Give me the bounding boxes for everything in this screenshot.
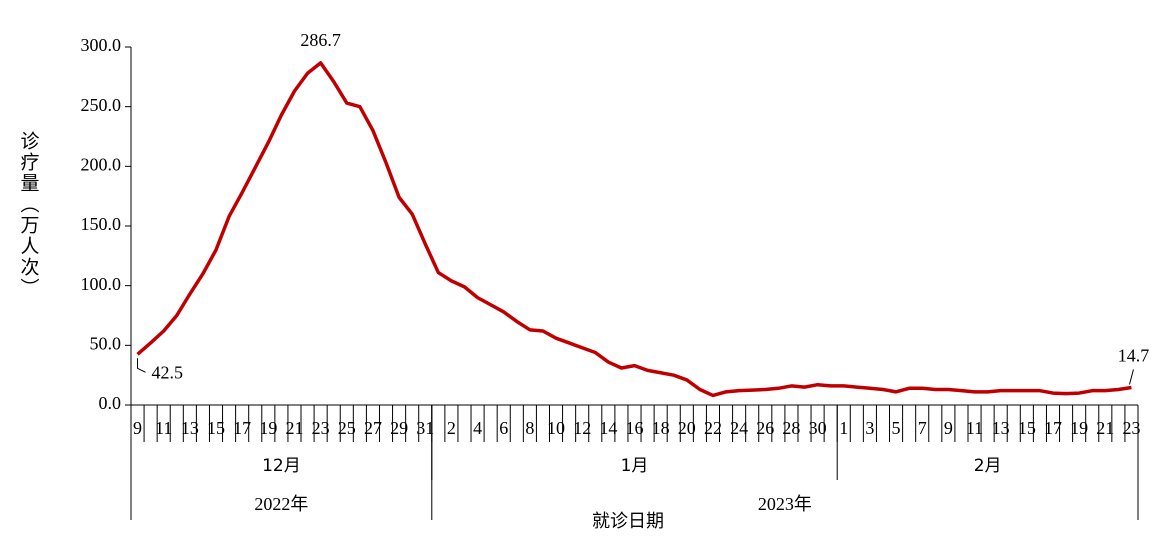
y-tick-label: 200.0 xyxy=(81,154,122,174)
data-label: 14.7 xyxy=(1118,346,1150,366)
x-tick-label: 6 xyxy=(499,418,508,438)
x-tick-label: 12 xyxy=(573,418,591,438)
x-tick-label: 7 xyxy=(918,418,927,438)
x-tick-label: 5 xyxy=(892,418,901,438)
x-tick-label: 15 xyxy=(207,418,225,438)
x-tick-label: 2 xyxy=(447,418,456,438)
x-tick-label: 23 xyxy=(312,418,330,438)
x-tick-label: 8 xyxy=(525,418,534,438)
x-tick-label: 16 xyxy=(626,418,644,438)
x-tick-label: 20 xyxy=(678,418,696,438)
x-tick-label: 13 xyxy=(992,418,1010,438)
x-tick-label: 29 xyxy=(390,418,408,438)
x-tick-label: 9 xyxy=(944,418,953,438)
x-tick-label: 24 xyxy=(730,418,748,438)
x-axis-title: 就诊日期 xyxy=(592,511,664,532)
leader-line xyxy=(137,358,146,373)
x-tick-label: 31 xyxy=(416,418,434,438)
x-tick-label: 27 xyxy=(364,418,382,438)
x-tick-label: 28 xyxy=(782,418,800,438)
x-tick-label: 25 xyxy=(338,418,356,438)
y-tick-label: 150.0 xyxy=(81,214,122,234)
x-tick-label: 13 xyxy=(181,418,199,438)
x-tick-label: 11 xyxy=(966,418,983,438)
y-tick-label: 50.0 xyxy=(90,333,122,353)
x-tick-label: 19 xyxy=(259,418,277,438)
y-axis-title: 诊疗量（万人次） xyxy=(18,131,40,299)
x-tick-label: 19 xyxy=(1070,418,1088,438)
x-tick-label: 1 xyxy=(839,418,848,438)
y-tick-label: 300.0 xyxy=(81,35,122,55)
leader-line xyxy=(1128,369,1134,385)
line xyxy=(136,61,1132,398)
x-tick-label: 18 xyxy=(652,418,670,438)
month-label: 2月 xyxy=(974,456,1002,476)
month-label: 12月 xyxy=(262,456,301,476)
x-tick-label: 14 xyxy=(599,418,617,438)
data-label: 286.7 xyxy=(300,30,341,50)
x-tick-label: 22 xyxy=(704,418,722,438)
x-tick-label: 21 xyxy=(285,418,303,438)
x-tick-label: 9 xyxy=(133,418,142,438)
y-tick-label: 100.0 xyxy=(81,274,122,294)
year-label: 2023年 xyxy=(758,494,812,514)
x-tick-label: 23 xyxy=(1122,418,1140,438)
x-tick-label: 11 xyxy=(155,418,172,438)
x-tick-label: 30 xyxy=(809,418,827,438)
x-tick-label: 17 xyxy=(233,418,251,438)
month-label: 1月 xyxy=(621,456,649,476)
y-tick-label: 0.0 xyxy=(99,393,122,413)
year-label: 2022年 xyxy=(254,494,308,514)
x-tick-label: 10 xyxy=(547,418,565,438)
x-tick-label: 15 xyxy=(1018,418,1036,438)
data-label: 42.5 xyxy=(152,362,184,382)
x-tick-label: 4 xyxy=(473,418,482,438)
x-tick-label: 26 xyxy=(756,418,774,438)
x-tick-label: 3 xyxy=(865,418,874,438)
x-tick-label: 17 xyxy=(1044,418,1062,438)
x-tick-label: 21 xyxy=(1096,418,1114,438)
y-tick-label: 250.0 xyxy=(81,95,122,115)
